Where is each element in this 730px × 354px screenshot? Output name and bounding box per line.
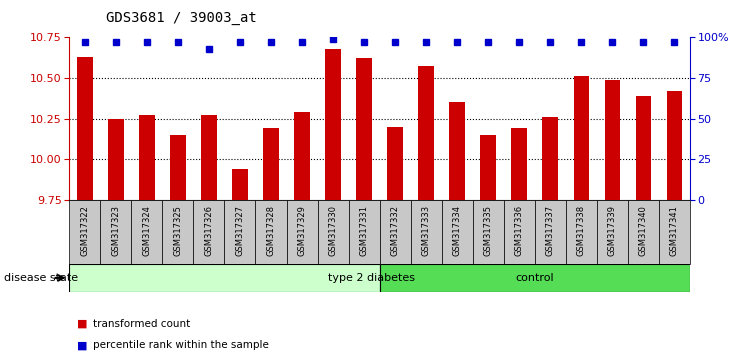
- Bar: [636, 96, 651, 200]
- Bar: [77, 57, 93, 200]
- Text: control: control: [515, 273, 554, 283]
- Bar: [139, 115, 155, 200]
- Text: GSM317334: GSM317334: [453, 205, 461, 256]
- Text: GSM317339: GSM317339: [608, 205, 617, 256]
- Text: GSM317322: GSM317322: [80, 205, 89, 256]
- Bar: [418, 67, 434, 200]
- Bar: [666, 91, 682, 200]
- Text: GSM317336: GSM317336: [515, 205, 523, 256]
- Bar: [318, 200, 348, 264]
- Bar: [349, 200, 380, 264]
- Text: disease state: disease state: [4, 273, 78, 283]
- Bar: [566, 200, 596, 264]
- Text: GSM317340: GSM317340: [639, 205, 648, 256]
- Text: GSM317341: GSM317341: [670, 205, 679, 256]
- Bar: [658, 200, 690, 264]
- Bar: [326, 48, 341, 200]
- Bar: [380, 264, 690, 292]
- Bar: [628, 200, 658, 264]
- Bar: [108, 119, 123, 200]
- Bar: [101, 200, 131, 264]
- Bar: [480, 135, 496, 200]
- Bar: [574, 76, 589, 200]
- Bar: [69, 200, 100, 264]
- Bar: [380, 200, 410, 264]
- Bar: [264, 129, 279, 200]
- Bar: [294, 112, 310, 200]
- Bar: [442, 200, 473, 264]
- Text: GSM317325: GSM317325: [174, 205, 182, 256]
- Bar: [193, 200, 225, 264]
- Text: GSM317323: GSM317323: [112, 205, 120, 256]
- Bar: [473, 200, 504, 264]
- Text: GDS3681 / 39003_at: GDS3681 / 39003_at: [106, 11, 257, 25]
- Bar: [224, 200, 255, 264]
- Text: transformed count: transformed count: [93, 319, 190, 329]
- Bar: [388, 127, 403, 200]
- Text: GSM317337: GSM317337: [546, 205, 555, 256]
- Text: GSM317326: GSM317326: [204, 205, 213, 256]
- Text: GSM317333: GSM317333: [422, 205, 431, 256]
- Bar: [162, 200, 193, 264]
- Bar: [504, 200, 534, 264]
- Text: percentile rank within the sample: percentile rank within the sample: [93, 340, 269, 350]
- Bar: [604, 80, 620, 200]
- Bar: [255, 200, 286, 264]
- Bar: [356, 58, 372, 200]
- Bar: [69, 264, 380, 292]
- Text: type 2 diabetes: type 2 diabetes: [328, 273, 415, 283]
- Bar: [170, 135, 185, 200]
- Text: GSM317329: GSM317329: [298, 205, 307, 256]
- Text: ■: ■: [77, 340, 87, 350]
- Text: GSM317328: GSM317328: [266, 205, 275, 256]
- Text: GSM317338: GSM317338: [577, 205, 585, 256]
- Bar: [410, 200, 442, 264]
- Bar: [232, 169, 247, 200]
- Text: GSM317335: GSM317335: [484, 205, 493, 256]
- Bar: [512, 129, 527, 200]
- Text: GSM317324: GSM317324: [142, 205, 151, 256]
- Text: GSM317332: GSM317332: [391, 205, 399, 256]
- Bar: [542, 117, 558, 200]
- Text: GSM317331: GSM317331: [360, 205, 369, 256]
- Bar: [596, 200, 628, 264]
- Bar: [131, 200, 162, 264]
- Text: GSM317327: GSM317327: [236, 205, 245, 256]
- Bar: [286, 200, 318, 264]
- Bar: [201, 115, 217, 200]
- Text: ■: ■: [77, 319, 87, 329]
- Text: GSM317330: GSM317330: [328, 205, 337, 256]
- Bar: [534, 200, 566, 264]
- Bar: [450, 102, 465, 200]
